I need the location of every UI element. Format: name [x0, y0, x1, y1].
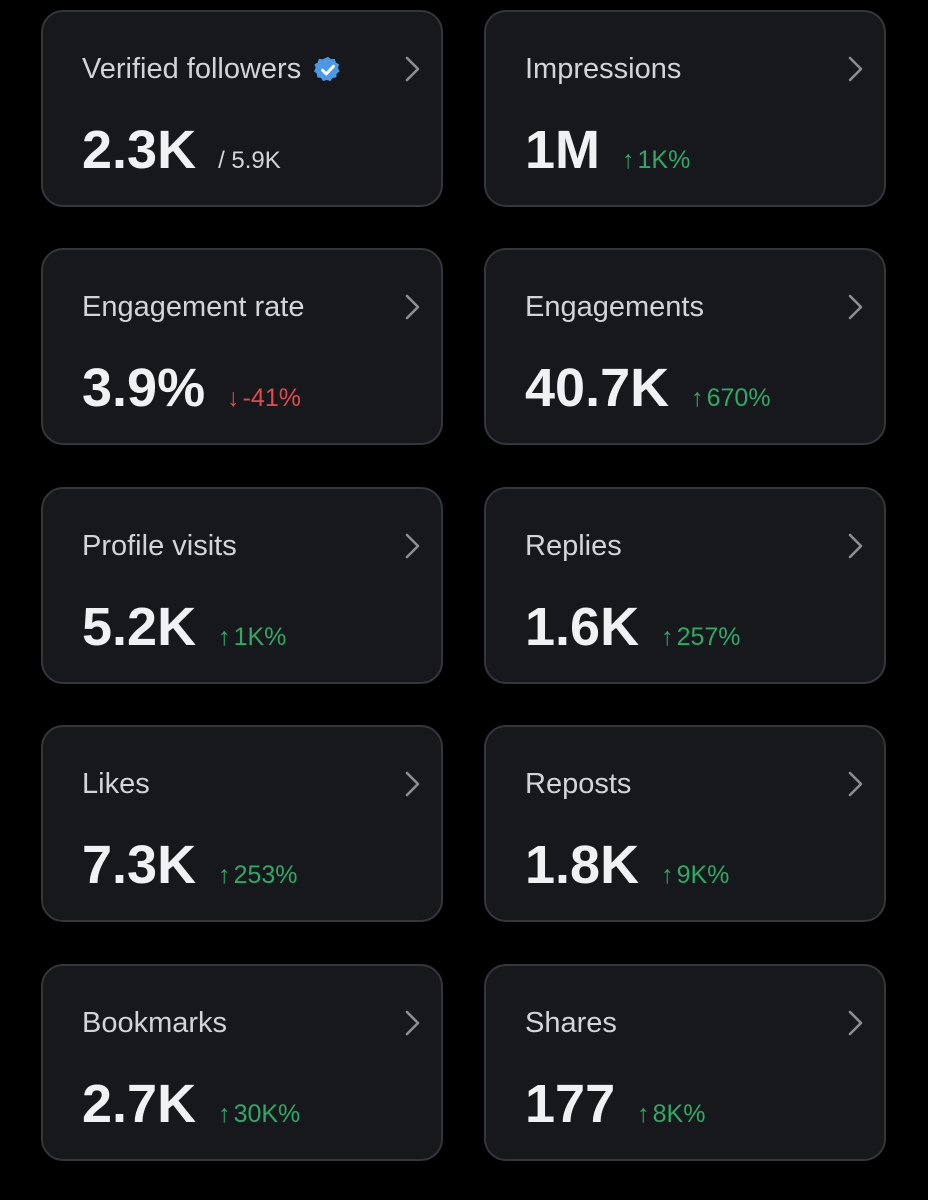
arrow-up-icon: ↑ — [661, 861, 674, 889]
metric-value: 40.7K — [525, 358, 670, 418]
metric-card-shares[interactable]: Shares 177 ↑ 8K% — [484, 964, 886, 1161]
metric-change: ↑ 670% — [691, 384, 770, 413]
metric-value-row: 1.6K ↑ 257% — [525, 597, 741, 657]
metric-title: Bookmarks — [82, 1007, 228, 1039]
metric-value: 7.3K — [82, 835, 197, 895]
metric-title: Engagements — [525, 291, 704, 323]
metric-value-row: 2.3K / 5.9K — [82, 120, 281, 180]
metric-card-profile-visits[interactable]: Profile visits 5.2K ↑ 1K% — [41, 487, 443, 684]
metric-title: Likes — [82, 768, 150, 800]
metric-change: ↑ 8K% — [637, 1100, 705, 1129]
arrow-up-icon: ↑ — [218, 861, 231, 889]
metric-title: Shares — [525, 1007, 617, 1039]
metric-change-text: 1K% — [637, 146, 691, 174]
metric-title: Engagement rate — [82, 291, 305, 323]
metric-value-row: 177 ↑ 8K% — [525, 1074, 705, 1134]
arrow-up-icon: ↑ — [218, 623, 231, 651]
metric-value: 1.8K — [525, 835, 640, 895]
chevron-right-icon — [848, 294, 863, 320]
metric-change: ↑ 9K% — [661, 861, 729, 890]
verified-badge-icon — [314, 56, 340, 82]
chevron-right-icon — [405, 56, 420, 82]
metric-change: ↓ -41% — [227, 384, 301, 413]
metric-value-row: 2.7K ↑ 30K% — [82, 1074, 300, 1134]
chevron-right-icon — [848, 771, 863, 797]
metric-value: 2.7K — [82, 1074, 197, 1134]
chevron-right-icon — [405, 771, 420, 797]
metric-card-reposts[interactable]: Reposts 1.8K ↑ 9K% — [484, 725, 886, 922]
metric-title: Replies — [525, 530, 622, 562]
metric-title: Verified followers — [82, 52, 343, 86]
metric-card-engagement-rate[interactable]: Engagement rate 3.9% ↓ -41% — [41, 248, 443, 445]
metric-value-row: 7.3K ↑ 253% — [82, 835, 298, 895]
metric-change-text: 670% — [706, 384, 771, 412]
metric-title: Profile visits — [82, 530, 237, 562]
metric-value: 5.2K — [82, 597, 197, 657]
chevron-right-icon — [405, 533, 420, 559]
metric-change-text: 253% — [233, 861, 298, 889]
metric-card-replies[interactable]: Replies 1.6K ↑ 257% — [484, 487, 886, 684]
metric-card-verified-followers[interactable]: Verified followers 2.3K / 5.9K — [41, 10, 443, 207]
metric-value-row: 5.2K ↑ 1K% — [82, 597, 286, 657]
arrow-up-icon: ↑ — [691, 384, 704, 412]
metric-card-impressions[interactable]: Impressions 1M ↑ 1K% — [484, 10, 886, 207]
metric-value: 1.6K — [525, 597, 640, 657]
metric-value: 1M — [525, 120, 601, 180]
metric-value-row: 1.8K ↑ 9K% — [525, 835, 729, 895]
metric-card-likes[interactable]: Likes 7.3K ↑ 253% — [41, 725, 443, 922]
metric-title: Reposts — [525, 768, 632, 800]
metric-change-text: 9K% — [676, 861, 730, 889]
chevron-right-icon — [405, 294, 420, 320]
metric-change-text: 30K% — [233, 1100, 301, 1128]
metric-card-bookmarks[interactable]: Bookmarks 2.7K ↑ 30K% — [41, 964, 443, 1161]
metric-change: ↑ 30K% — [218, 1100, 300, 1129]
metric-value: 3.9% — [82, 358, 206, 418]
metric-title: Impressions — [525, 53, 682, 85]
chevron-right-icon — [848, 1010, 863, 1036]
metric-change: ↑ 257% — [661, 623, 740, 652]
chevron-right-icon — [405, 1010, 420, 1036]
metric-change-text: 1K% — [233, 623, 287, 651]
metric-card-engagements[interactable]: Engagements 40.7K ↑ 670% — [484, 248, 886, 445]
metric-change: ↑ 1K% — [622, 146, 690, 175]
metric-value-row: 1M ↑ 1K% — [525, 120, 690, 180]
arrow-up-icon: ↑ — [622, 146, 635, 174]
chevron-right-icon — [848, 56, 863, 82]
arrow-up-icon: ↑ — [218, 1100, 231, 1128]
chevron-right-icon — [848, 533, 863, 559]
metric-change: ↑ 1K% — [218, 623, 286, 652]
metric-title-label: Verified followers — [82, 53, 302, 85]
arrow-up-icon: ↑ — [661, 623, 674, 651]
metric-value: 177 — [525, 1074, 616, 1134]
arrow-down-icon: ↓ — [227, 384, 240, 412]
metric-total: / 5.9K — [218, 147, 281, 174]
metric-change-text: 8K% — [652, 1100, 706, 1128]
metric-change-text: -41% — [242, 384, 301, 412]
metric-value-row: 3.9% ↓ -41% — [82, 358, 301, 418]
metric-change: ↑ 253% — [218, 861, 297, 890]
metric-value-row: 40.7K ↑ 670% — [525, 358, 771, 418]
metric-value: 2.3K — [82, 120, 197, 180]
metric-change-text: 257% — [676, 623, 741, 651]
arrow-up-icon: ↑ — [637, 1100, 650, 1128]
